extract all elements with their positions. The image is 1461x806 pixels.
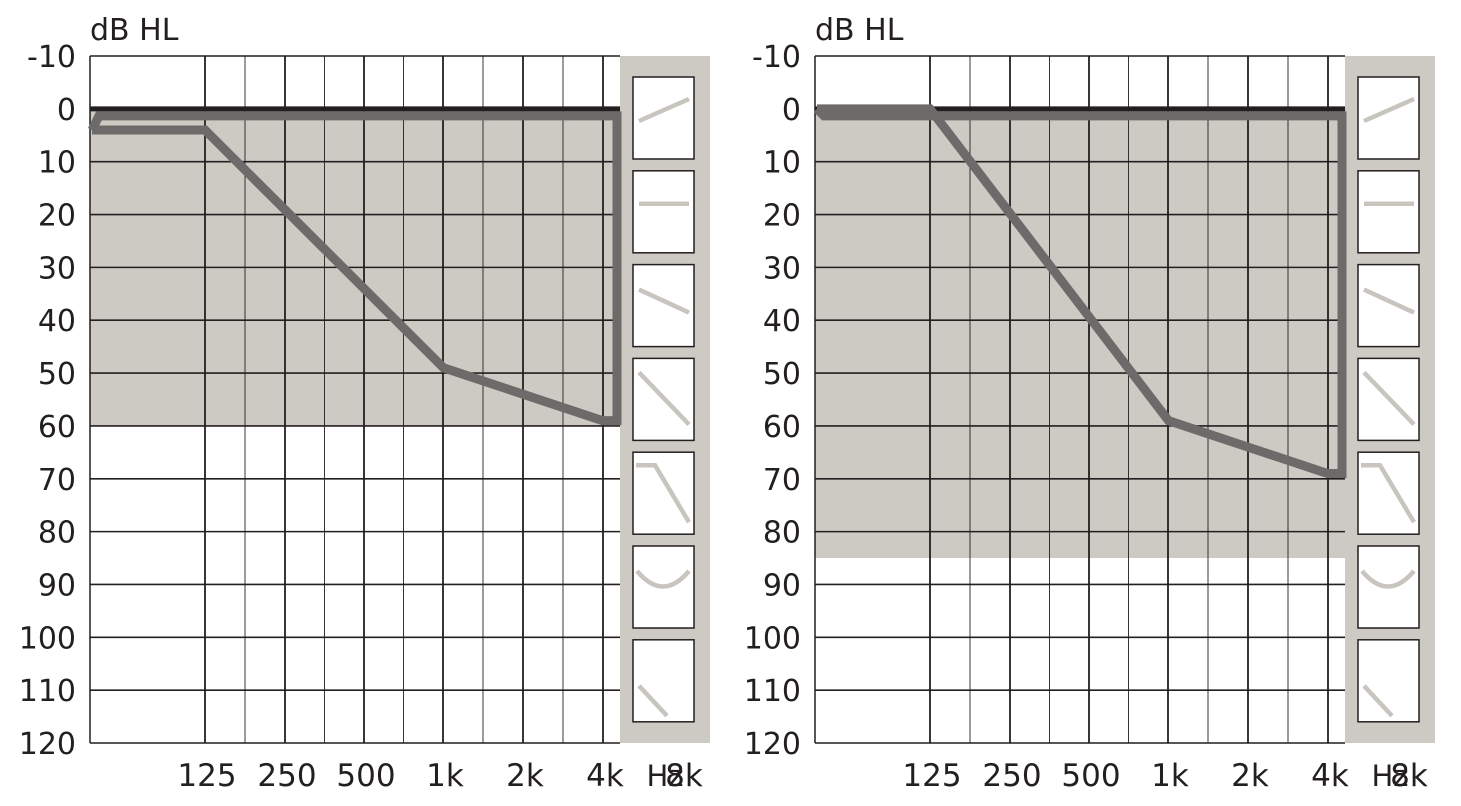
x-tick-label: 250	[982, 758, 1041, 794]
x-tick-label: 500	[1061, 758, 1120, 794]
cookie-bite-icon	[635, 569, 691, 589]
y-axis-title: dB HL	[815, 13, 904, 48]
gentle-slope-icon	[1363, 287, 1415, 315]
gentle-slope-icon	[638, 287, 690, 315]
x-tick-label: 500	[336, 758, 395, 794]
rising-slope-icon	[1363, 96, 1415, 124]
x-tick-label: 2k	[1231, 758, 1269, 794]
y-tick-label: 20	[38, 199, 76, 234]
y-tick-label: 100	[19, 621, 76, 656]
corner-icon	[1362, 684, 1394, 718]
x-tick-label: 125	[902, 758, 961, 794]
y-tick-label: 110	[744, 674, 801, 709]
shape-option-box	[632, 263, 695, 348]
corner-icon	[637, 684, 669, 718]
y-tick-label: 100	[744, 621, 801, 656]
y-tick-label: 50	[38, 357, 76, 392]
x-tick-label: 125	[177, 758, 236, 794]
y-tick-label: 20	[763, 199, 801, 234]
y-tick-label: 70	[763, 463, 801, 498]
shape-option-box	[632, 639, 695, 723]
shape-option-box	[1357, 170, 1420, 254]
y-tick-label: 90	[763, 568, 801, 603]
y-tick-label: -10	[752, 40, 801, 75]
audiogram-range-outline	[87, 111, 622, 426]
precipitous-slope-icon	[1361, 462, 1416, 524]
x-tick-label: 8k	[665, 758, 703, 794]
rising-slope-icon	[638, 96, 690, 124]
y-tick-label: 10	[763, 146, 801, 181]
y-tick-label: 120	[19, 727, 76, 762]
y-tick-label: 40	[763, 304, 801, 339]
shape-option-box	[1357, 639, 1420, 723]
precipitous-slope-icon	[636, 462, 691, 524]
y-tick-label: 90	[38, 568, 76, 603]
y-tick-label: 0	[57, 93, 76, 128]
y-tick-label: -10	[27, 40, 76, 75]
x-tick-label: 250	[257, 758, 316, 794]
x-tick-label: 8k	[1390, 758, 1428, 794]
shape-option-box	[632, 170, 695, 254]
y-tick-label: 60	[38, 410, 76, 445]
x-tick-label: 2k	[506, 758, 544, 794]
y-tick-label: 40	[38, 304, 76, 339]
shaded-range-region	[815, 108, 1345, 559]
x-tick-label: 1k	[1151, 758, 1189, 794]
x-axis-unit-label: Hz	[1371, 759, 1408, 793]
y-tick-label: 0	[782, 93, 801, 128]
x-tick-label: 4k	[586, 758, 624, 794]
y-tick-label: 120	[744, 727, 801, 762]
y-tick-label: 50	[763, 357, 801, 392]
x-tick-label: 1k	[426, 758, 464, 794]
steep-slope-icon	[1362, 370, 1416, 426]
cookie-bite-icon	[1360, 569, 1416, 589]
steep-slope-icon	[637, 370, 691, 426]
audiogram-panel-1: dB HL -10 0 10 20 30 40 50 60 70 80 90 100 110 120 125 2…	[19, 13, 710, 794]
x-tick-label: 4k	[1311, 758, 1349, 794]
y-tick-label: 30	[38, 251, 76, 286]
x-axis-unit-label: Hz	[646, 759, 683, 793]
y-tick-label: 10	[38, 146, 76, 181]
audiogram-panel-2: dB HL -10 0 10 20 30 40 50 60 70 80 90 100 110 120 125 2…	[744, 13, 1435, 794]
y-tick-label: 60	[763, 410, 801, 445]
y-tick-label: 30	[763, 251, 801, 286]
y-tick-label: 80	[38, 516, 76, 551]
y-axis-title: dB HL	[90, 13, 179, 48]
y-tick-label: 70	[38, 463, 76, 498]
y-tick-label: 80	[763, 516, 801, 551]
y-tick-label: 110	[19, 674, 76, 709]
shape-option-box	[1357, 263, 1420, 348]
audiogram-range-outline	[813, 104, 1347, 478]
